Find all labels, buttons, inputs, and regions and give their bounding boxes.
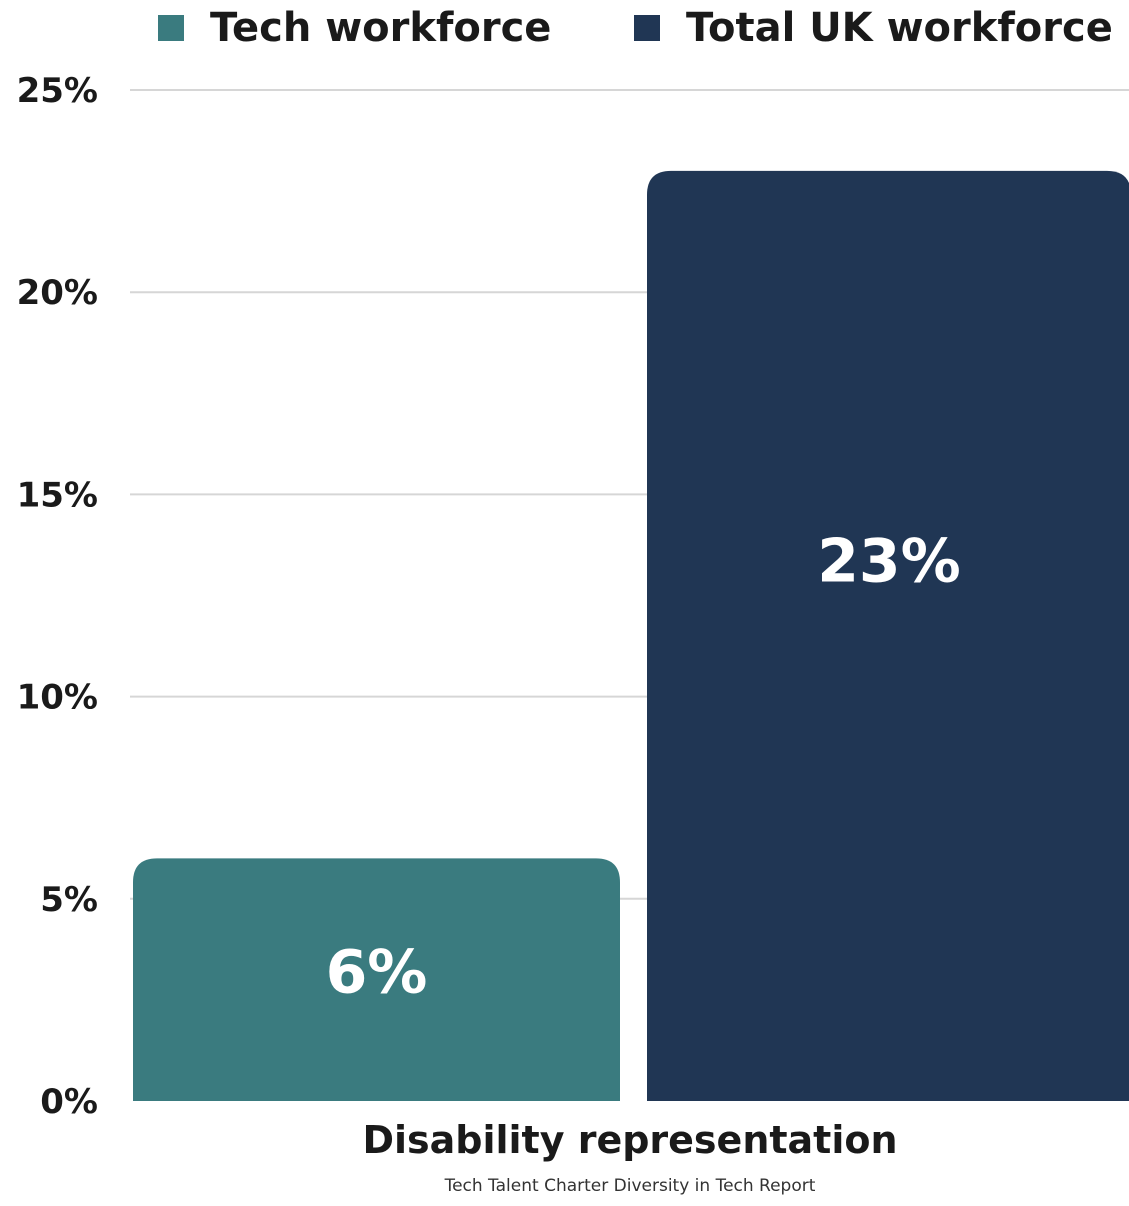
category-axis-label: Disability representation — [362, 1118, 898, 1162]
legend-item-total-uk-workforce: Total UK workforce — [634, 4, 1113, 52]
legend-label-total-uk-workforce: Total UK workforce — [686, 5, 1113, 51]
data-label: 6% — [326, 937, 428, 1007]
legend-label-tech-workforce: Tech workforce — [210, 5, 552, 51]
bar-tech-workforce — [133, 858, 620, 1101]
legend-item-tech-workforce: Tech workforce — [158, 4, 551, 52]
y-tick-label: 0% — [40, 1082, 98, 1122]
y-tick-label: 25% — [17, 71, 98, 111]
legend-swatch-total-uk-workforce — [634, 15, 660, 41]
legend-swatch-tech-workforce — [158, 15, 184, 41]
data-label: 23% — [817, 527, 961, 597]
legend: Tech workforce Total UK workforce — [0, 4, 1129, 52]
y-tick-label: 20% — [17, 273, 98, 313]
bar-total-uk-workforce — [647, 170, 1129, 1101]
y-tick-label: 10% — [17, 678, 98, 718]
y-tick-label: 5% — [40, 880, 98, 920]
source-note: Tech Talent Charter Diversity in Tech Re… — [444, 1176, 816, 1196]
y-tick-label: 15% — [17, 475, 98, 515]
